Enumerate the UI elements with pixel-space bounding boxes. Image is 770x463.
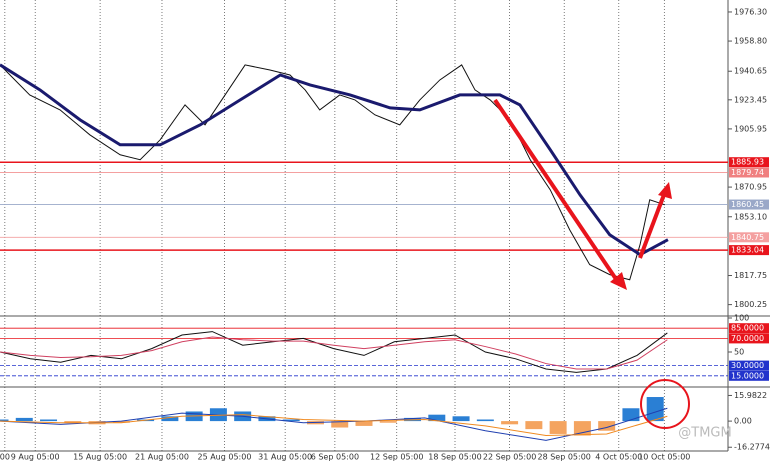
histogram-bar <box>331 421 349 428</box>
level-label: 1840.75 <box>731 233 764 242</box>
histogram-bar <box>15 417 33 422</box>
x-tick-label: 21 Aug 05:00 <box>135 453 189 462</box>
level-label: 1885.93 <box>731 158 764 167</box>
x-tick-label: 12 Sep 05:00 <box>370 453 423 462</box>
x-tick-label: 10 Oct 05:00 <box>638 453 690 462</box>
level-label-box <box>729 157 769 168</box>
level-label: 30.0000 <box>731 361 764 370</box>
level-label-box <box>729 370 769 381</box>
x-tick-label: 9 Aug 05:00 <box>11 453 60 462</box>
x-tick-label: 28 Sep 05:00 <box>537 453 590 462</box>
histogram-bar <box>428 414 446 422</box>
series-line <box>0 407 668 441</box>
series-line <box>0 414 668 437</box>
level-label-box <box>729 323 769 334</box>
level-label: 1860.45 <box>731 200 764 209</box>
level-label-box <box>729 167 769 178</box>
y-tick-label: -16.2774 <box>734 443 770 452</box>
y-tick-label: 100 <box>734 314 749 323</box>
histogram-bar <box>476 419 494 422</box>
histogram-bar <box>525 421 543 430</box>
level-label-box <box>729 232 769 243</box>
level-label-box <box>729 360 769 371</box>
x-tick-label: 15 Aug 05:00 <box>73 453 127 462</box>
histogram-bar <box>355 421 373 426</box>
level-label-box <box>729 333 769 344</box>
y-tick-label: 15.9822 <box>734 391 767 400</box>
histogram-bar <box>622 408 640 422</box>
arrow-head <box>610 272 627 290</box>
x-tick-label: 31 Aug 05:00 <box>258 453 312 462</box>
histogram-bar <box>549 421 567 434</box>
level-label-box <box>729 245 769 256</box>
level-label: 15.0000 <box>731 371 764 380</box>
y-tick-label: 1817.75 <box>734 271 767 280</box>
watermark: @TMGM <box>678 426 731 441</box>
histogram-bar <box>598 421 616 431</box>
level-label: 70.0000 <box>731 334 764 343</box>
trend-arrow <box>638 191 667 259</box>
histogram-bar <box>573 421 591 436</box>
histogram-bar <box>64 421 82 423</box>
series-line <box>0 63 669 257</box>
x-tick-label: 18 Sep 05:00 <box>428 453 481 462</box>
y-tick-label: 1923.45 <box>734 95 767 104</box>
x-tick-label: 25 Aug 05:00 <box>197 453 251 462</box>
series-line <box>0 336 668 370</box>
x-tick-label: 6 Sep 05:00 <box>311 453 359 462</box>
trend-arrow <box>493 98 622 287</box>
level-label: 1833.04 <box>731 246 764 255</box>
y-tick-label: 1870.95 <box>734 183 767 192</box>
histogram-bar <box>379 421 397 423</box>
level-label: 1879.74 <box>731 168 764 177</box>
arrow-head <box>658 182 672 199</box>
x-tick-label: 00 <box>0 453 10 462</box>
histogram-bar <box>40 419 58 422</box>
histogram-bar <box>282 419 300 422</box>
x-tick-label: 4 Oct 05:00 <box>595 453 642 462</box>
histogram-bar <box>112 421 130 423</box>
y-tick-label: 1905.95 <box>734 124 767 133</box>
histogram-bar <box>452 416 470 422</box>
level-label: 85.0000 <box>731 324 764 333</box>
y-tick-label: 1800.25 <box>734 300 767 309</box>
histogram-bar <box>0 419 9 422</box>
x-tick-label: 22 Sep 05:00 <box>483 453 536 462</box>
histogram-bar <box>646 397 664 422</box>
y-tick-label: 1976.30 <box>734 7 767 16</box>
histogram-bar <box>161 416 179 422</box>
y-tick-label: 50 <box>734 348 744 357</box>
level-label-box <box>729 199 769 210</box>
series-line <box>0 331 668 373</box>
y-tick-label: 1940.65 <box>734 67 767 76</box>
histogram-bar <box>501 421 519 425</box>
y-tick-label: 1958.80 <box>734 37 767 46</box>
highlight-circle <box>640 379 690 429</box>
series-line <box>0 64 666 281</box>
y-tick-label: 0.00 <box>734 417 752 426</box>
y-tick-label: 1853.10 <box>734 212 767 221</box>
